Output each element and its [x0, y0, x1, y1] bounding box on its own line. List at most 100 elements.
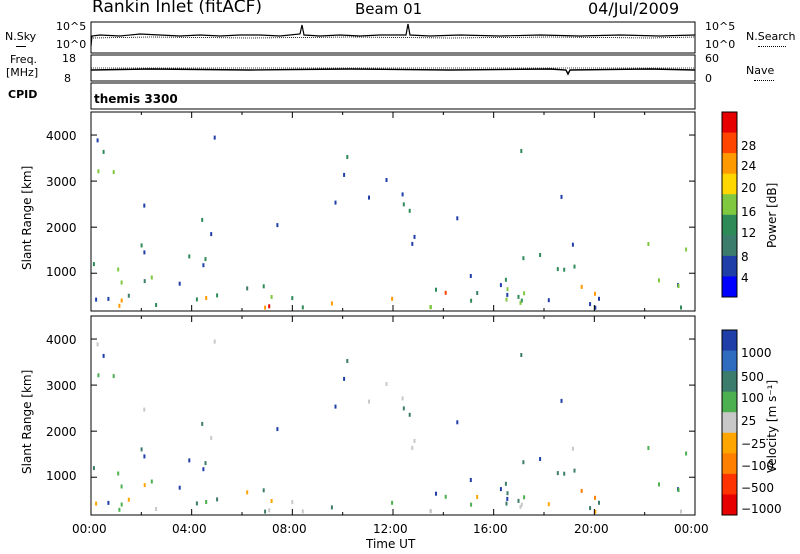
heatmap-cell [117, 471, 120, 476]
colorbar-swatch [722, 473, 737, 495]
vel-cb-tick-500: 500 [741, 370, 764, 384]
heatmap-cell [589, 506, 592, 511]
heatmap-cell [519, 300, 522, 305]
vel-cb-tick-1000: 1000 [741, 346, 772, 360]
heatmap-cell [205, 296, 208, 300]
heatmap-cell [556, 471, 559, 476]
heatmap-cell [413, 234, 416, 239]
heatmap-cell [506, 292, 509, 297]
heatmap-cell [368, 195, 370, 200]
power-cb-tick-8: 8 [741, 250, 749, 264]
heatmap-cell [368, 399, 370, 404]
vel-cb-tick-neg500: −500 [741, 481, 774, 495]
heatmap-cell [276, 223, 279, 228]
heatmap-cell [385, 382, 388, 386]
heatmap-cell [517, 498, 520, 503]
heatmap-cell [213, 135, 216, 140]
heatmap-cell [506, 491, 509, 496]
heatmap-cell [143, 250, 146, 255]
heatmap-cell [456, 216, 459, 221]
colorbar-frame [721, 329, 738, 516]
heatmap-cell [429, 509, 432, 514]
heatmap-cell [143, 454, 146, 459]
heatmap-cell [102, 149, 105, 154]
heatmap-cell [107, 296, 110, 301]
tick-marks [90, 112, 696, 515]
power-colorbar [721, 111, 738, 298]
power-cb-tick-28: 28 [741, 139, 757, 153]
heatmap-cell [505, 297, 508, 302]
power-panel [92, 135, 688, 310]
nsky-label: N.Sky [5, 30, 37, 43]
heatmap-cell [685, 247, 688, 252]
colorbar-swatch [722, 432, 737, 454]
heatmap-cell [556, 267, 559, 272]
heatmap-cell [118, 303, 121, 308]
nsearch-tick-bottom: 10^0 [705, 38, 736, 51]
heatmap-cell [204, 461, 207, 466]
freq-label: Freq. [10, 53, 38, 66]
colorbar-swatch [722, 173, 737, 195]
station-title: Rankin Inlet (fitACF) [92, 0, 263, 17]
heatmap-cell [95, 297, 98, 302]
heatmap-cell [411, 445, 414, 450]
nsky-strip [90, 21, 696, 54]
freq-tick-bottom: 8 [64, 72, 71, 85]
heatmap-cell [402, 202, 405, 207]
heatmap-cell [155, 303, 158, 307]
heatmap-cell [216, 497, 219, 502]
xtick-0000: 00:00 [72, 522, 107, 536]
heatmap-cell [140, 447, 143, 452]
xtick-0400: 04:00 [172, 522, 207, 536]
heatmap-cell [499, 283, 502, 288]
heatmap-cell [188, 254, 191, 259]
xtick-0800: 08:00 [272, 522, 307, 536]
power-cb-tick-12: 12 [741, 226, 757, 240]
p1-ytick-2000: 2000 [46, 221, 77, 235]
heatmap-cell [391, 296, 394, 301]
beam-title: Beam 01 [355, 0, 423, 18]
heatmap-cell [476, 291, 479, 295]
heatmap-cell [522, 460, 525, 465]
freq-unit-label: [MHz] [6, 66, 39, 79]
heatmap-cell [573, 264, 576, 269]
heatmap-cell [343, 172, 346, 177]
heatmap-cell [343, 376, 346, 381]
heatmap-cell [202, 467, 205, 472]
vel-cb-tick-neg1000: −1000 [741, 502, 782, 516]
heatmap-cell [571, 446, 574, 451]
nsearch-tick-top: 10^5 [705, 20, 736, 33]
cpid-label: CPID [8, 88, 38, 101]
heatmap-cell [346, 155, 349, 159]
cpid-text: themis 3300 [94, 92, 178, 106]
vel-cb-label: Velocity [m s⁻¹] [765, 379, 779, 473]
heatmap-cell [107, 500, 110, 505]
heatmap-cell [571, 242, 574, 247]
heatmap-cell [120, 280, 123, 285]
velocity-panel [92, 339, 688, 514]
heatmap-cell [504, 277, 507, 282]
heatmap-cell [195, 501, 198, 506]
heatmap-cell [140, 243, 143, 248]
colorbar-swatch [722, 453, 737, 475]
heatmap-cell [520, 353, 523, 357]
heatmap-cell [413, 438, 416, 443]
heatmap-cell [97, 169, 100, 174]
heatmap-cell [216, 293, 219, 298]
heatmap-cell [563, 267, 566, 272]
power-cb-tick-20: 20 [741, 181, 757, 195]
heatmap-cell [520, 149, 523, 153]
nsearch-label: N.Search [746, 30, 796, 43]
heatmap-cell [246, 490, 249, 495]
heatmap-cell [598, 500, 600, 505]
heatmap-cell [469, 274, 472, 278]
heatmap-cell [150, 479, 153, 484]
heatmap-cell [264, 509, 267, 514]
heatmap-cell [547, 298, 550, 303]
freq-tick-top: 18 [62, 52, 76, 65]
heatmap-cell [117, 267, 120, 272]
heatmap-cell [120, 298, 123, 303]
nsky-trace [90, 23, 696, 47]
heatmap-cell [334, 200, 337, 205]
